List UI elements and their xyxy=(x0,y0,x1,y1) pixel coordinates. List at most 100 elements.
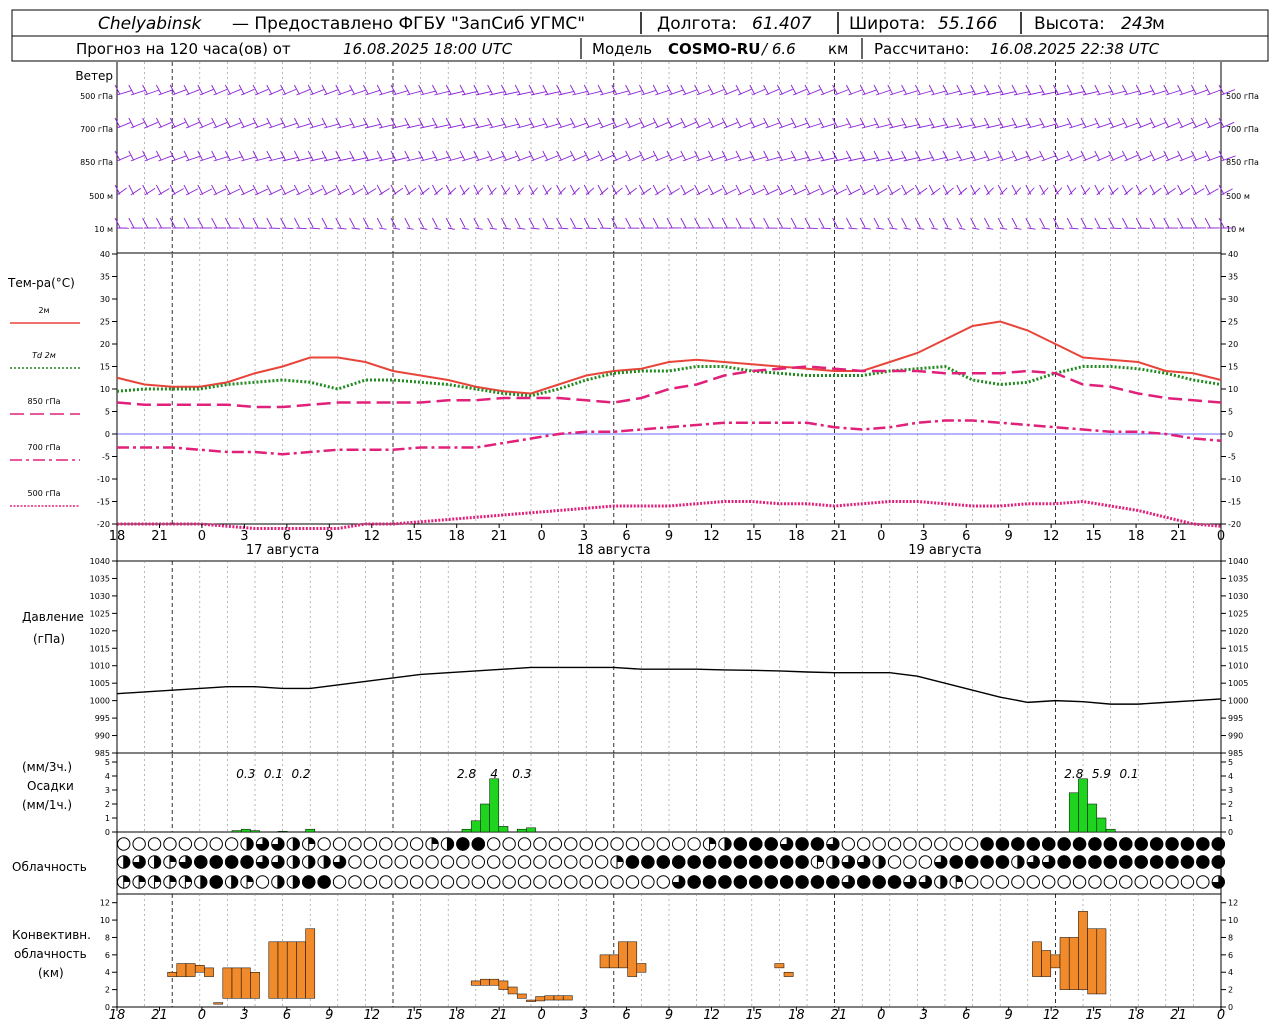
cloud-symbol xyxy=(1196,875,1210,889)
wind-barb xyxy=(889,188,901,196)
wind-barb xyxy=(225,150,231,161)
y-tick-label: -20 xyxy=(97,520,110,529)
cloud-symbol xyxy=(672,837,686,851)
wind-barb xyxy=(875,227,885,230)
cloud-fill xyxy=(209,875,223,889)
y-tick-label-right: 30 xyxy=(1228,295,1238,304)
wind-barb xyxy=(213,122,228,129)
y-tick-label-right: 1020 xyxy=(1228,627,1248,636)
cloud-symbol xyxy=(949,837,963,851)
conv-bar xyxy=(167,971,178,977)
cloud-fill xyxy=(687,855,701,869)
wind-barb xyxy=(420,227,428,230)
cloud-fill xyxy=(995,837,1010,851)
wind-barb xyxy=(501,117,507,128)
wind-barb xyxy=(942,84,949,95)
wind-panel: 500 гПа 500 гПа 700 гПа 700 гПа 850 гПа 850 г… xyxy=(80,84,1259,234)
x-tick-label: 9 xyxy=(325,1008,333,1023)
x-tick-label: 21 xyxy=(491,529,508,544)
wind-barb xyxy=(680,117,687,128)
wind-barb xyxy=(542,84,549,95)
cloud-symbol xyxy=(1149,875,1164,889)
wind-barb xyxy=(227,188,241,196)
wind-barb xyxy=(1124,187,1133,196)
precip-total-label: 0.3 xyxy=(512,767,531,781)
cloud-fill xyxy=(1165,855,1179,869)
cloud-fill xyxy=(764,855,778,869)
wind-barb xyxy=(862,227,871,230)
conv-bar xyxy=(516,993,527,999)
wind-barb xyxy=(280,184,286,195)
x-tick-label: 21 xyxy=(831,529,848,544)
wind-barb xyxy=(806,88,821,96)
wind-barb xyxy=(583,150,590,161)
wind-barb xyxy=(723,188,737,196)
x-tick-label: 15 xyxy=(406,529,423,544)
wind-barb xyxy=(956,217,963,228)
wind-barb xyxy=(556,217,562,228)
wind-barb xyxy=(779,188,793,196)
conv-bar xyxy=(1032,941,1042,977)
y-tick-label-right: -15 xyxy=(1228,498,1241,507)
wind-barb xyxy=(282,188,296,196)
wind-barb xyxy=(928,217,935,228)
wind-barb xyxy=(169,217,176,228)
y-tick-label: 2 xyxy=(105,986,110,995)
wind-barb xyxy=(211,117,217,128)
cloud-fill xyxy=(879,855,886,869)
wind-barb xyxy=(475,187,484,196)
wind-barb xyxy=(114,184,121,195)
x-tick-label: 3 xyxy=(240,529,248,544)
wind-barb xyxy=(1204,184,1211,195)
wind-barb xyxy=(183,117,190,128)
cloud-symbol xyxy=(363,855,378,869)
wind-barb xyxy=(1193,121,1207,129)
wind-barb xyxy=(1025,117,1032,128)
wind-barb xyxy=(1135,217,1142,228)
x-tick-label: 12 xyxy=(363,529,380,544)
wind-barb xyxy=(997,84,1004,95)
wind-barb xyxy=(889,227,898,230)
provider-text: — Предоставлено ФГБУ "ЗапСиб УГМС" xyxy=(232,14,585,34)
cloudiness-panel xyxy=(117,837,1225,889)
cloud-fill xyxy=(1088,855,1102,869)
wind-barb xyxy=(887,150,894,161)
wind-barb xyxy=(1000,227,1008,230)
wind-barb xyxy=(1094,84,1101,95)
wind-barb xyxy=(749,117,756,128)
cloud-fill xyxy=(1057,837,1071,851)
wind-barb xyxy=(1053,84,1059,95)
cloud-fill xyxy=(1211,855,1225,869)
wind-barb xyxy=(1066,150,1073,161)
wind-barb xyxy=(404,117,411,128)
cloud-symbol xyxy=(394,855,408,869)
wind-level-label-right: 10 м xyxy=(1226,225,1245,234)
wind-barb xyxy=(970,84,976,95)
cloud-fill xyxy=(857,855,870,869)
conv-bar xyxy=(250,971,260,999)
precip-bar xyxy=(1068,792,1079,833)
cloud-fill xyxy=(185,875,192,882)
conv-bar xyxy=(608,954,619,969)
wind-barb xyxy=(1165,121,1180,129)
wind-barb xyxy=(390,117,397,128)
wind-barb xyxy=(1013,227,1022,230)
wind-barb xyxy=(984,217,990,228)
wind-barb xyxy=(997,217,1004,228)
wind-barb xyxy=(848,188,861,196)
wind-barb xyxy=(777,217,783,228)
cloud-symbol xyxy=(409,855,424,869)
cloud-symbol xyxy=(918,837,933,851)
wind-barb xyxy=(211,217,217,228)
temperature-panel: -20 -20 -15 -15 -10 -10 -5 -5 0 0 5 5 10 10 15 15 20 20 25… xyxy=(10,250,1241,530)
wind-barb xyxy=(694,184,700,195)
wind-barb xyxy=(365,227,374,230)
wind-barb xyxy=(404,150,411,161)
cloud-fill xyxy=(832,855,840,869)
wind-barb xyxy=(1094,150,1101,161)
wind-barb xyxy=(655,121,669,129)
cloud-fill xyxy=(154,855,161,869)
cloud-symbol xyxy=(394,837,408,851)
cloud-symbol xyxy=(379,875,393,889)
cloud-symbol xyxy=(363,837,378,851)
